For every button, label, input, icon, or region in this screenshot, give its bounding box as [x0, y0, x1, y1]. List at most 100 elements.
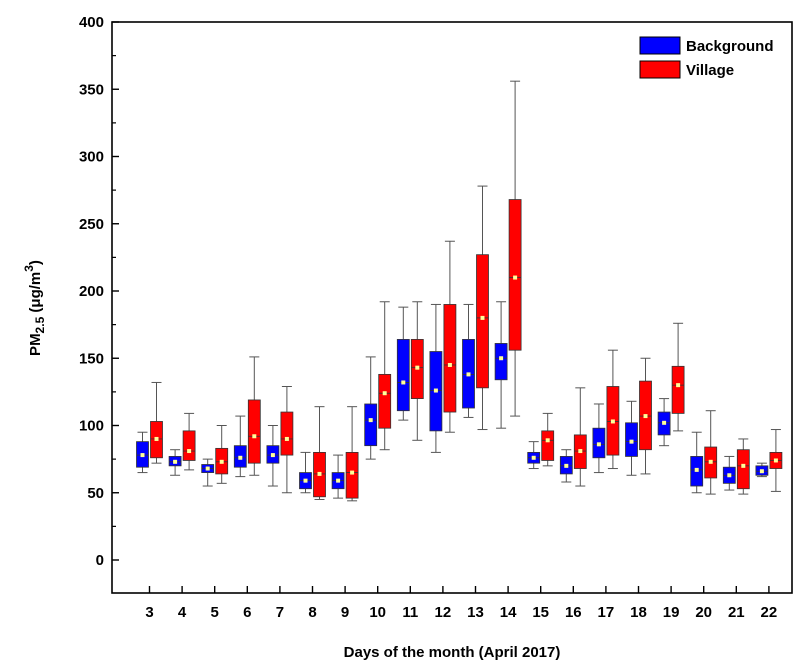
mean-marker: [727, 473, 732, 478]
box-village-8: [313, 406, 326, 500]
box-village-5: [215, 425, 229, 484]
mean-marker: [708, 459, 713, 464]
x-axis-title: Days of the month (April 2017): [344, 644, 561, 661]
y-tick-label: 350: [79, 81, 104, 98]
box-background-8: [299, 451, 312, 494]
mean-marker: [499, 356, 504, 361]
box-iqr: [396, 339, 410, 412]
x-tick-label: 13: [467, 604, 484, 621]
box-village-14: [508, 80, 522, 417]
box-village-4: [182, 412, 196, 471]
box-village-17: [606, 349, 620, 470]
x-tick-label: 20: [695, 604, 712, 621]
box-iqr: [541, 430, 555, 461]
plot-frame: [111, 21, 793, 594]
mean-marker: [741, 463, 746, 468]
x-tick-label: 18: [630, 604, 647, 621]
box-iqr: [378, 373, 392, 429]
box-background-17: [592, 403, 606, 474]
box-iqr: [625, 422, 638, 457]
y-axis-title-base: PM: [27, 333, 44, 356]
mean-marker: [368, 418, 373, 423]
box-village-3: [150, 381, 163, 464]
y-axis: 0 50 100 150 200 250 300 350 400: [79, 14, 119, 569]
x-tick-label: 21: [728, 604, 745, 621]
x-tick-label: 9: [341, 604, 349, 621]
box-village-18: [639, 357, 652, 475]
mean-marker: [531, 455, 536, 460]
x-tick-label: 17: [598, 604, 615, 621]
x-tick-label: 4: [178, 604, 187, 621]
y-tick-label: 150: [79, 350, 104, 367]
box-background-3: [136, 431, 149, 474]
x-tick-label: 14: [500, 604, 517, 621]
mean-marker: [173, 459, 178, 464]
x-tick-label: 11: [402, 604, 418, 621]
box-village-10: [378, 301, 392, 451]
x-tick-label: 3: [145, 604, 153, 621]
legend: Background Village: [639, 36, 774, 79]
mean-marker: [415, 365, 420, 370]
mean-marker: [238, 455, 243, 460]
mean-marker: [447, 362, 452, 367]
box-iqr: [364, 403, 378, 447]
y-tick-label: 50: [87, 485, 104, 502]
box-iqr: [443, 304, 457, 413]
mean-marker: [610, 419, 615, 424]
box-background-7: [266, 425, 280, 487]
mean-marker: [401, 380, 406, 385]
x-tick-label: 15: [532, 604, 549, 621]
box-background-5: [201, 458, 215, 487]
mean-marker: [317, 471, 322, 476]
mean-marker: [382, 391, 387, 396]
mean-marker: [187, 449, 192, 454]
x-tick-label: 10: [369, 604, 386, 621]
mean-marker: [140, 453, 145, 458]
mean-marker: [629, 439, 634, 444]
box-village-16: [573, 387, 587, 487]
y-axis-title: PM2.5 (μg/m3): [22, 260, 47, 356]
mean-marker: [596, 442, 601, 447]
box-background-21: [722, 455, 736, 491]
y-tick-label: 200: [79, 283, 104, 300]
mean-marker: [284, 436, 289, 441]
mean-marker: [513, 275, 518, 280]
box-iqr: [247, 399, 261, 464]
y-axis-title-units: (μg/m: [27, 272, 44, 317]
mean-marker: [336, 478, 341, 483]
box-village-15: [541, 412, 555, 467]
x-tick-label: 22: [761, 604, 778, 621]
x-tick-label: 16: [565, 604, 582, 621]
box-background-11: [396, 306, 410, 421]
box-village-9: [345, 406, 359, 502]
y-tick-label: 250: [79, 216, 104, 233]
box-village-20: [704, 410, 718, 495]
box-iqr: [508, 199, 522, 351]
legend-swatch-village: [639, 60, 681, 79]
box-background-13: [462, 303, 475, 418]
mean-marker: [466, 372, 471, 377]
legend-label-village: Village: [686, 62, 734, 79]
y-axis-title-sup: 3: [22, 265, 36, 272]
box-iqr: [476, 254, 489, 389]
y-tick-label: 0: [96, 552, 104, 569]
x-axis: 3 4 5 6 7 8 9 10 11 12 13 14 15 16 17 18 19 20 21 22: [145, 586, 777, 621]
box-village-11: [410, 301, 424, 441]
mean-marker: [205, 466, 210, 471]
box-iqr: [736, 449, 750, 490]
mean-marker: [662, 420, 667, 425]
box-village-12: [443, 240, 457, 433]
mean-marker: [643, 414, 648, 419]
box-background-4: [168, 449, 182, 476]
mean-marker: [545, 438, 550, 443]
box-background-19: [657, 398, 671, 447]
box-village-19: [671, 322, 685, 432]
box-iqr: [182, 430, 196, 461]
legend-swatch-background: [639, 36, 681, 55]
x-tick-label: 12: [435, 604, 452, 621]
box-background-22: [755, 462, 769, 478]
mean-marker: [270, 453, 275, 458]
mean-marker: [578, 449, 583, 454]
box-iqr: [280, 411, 294, 456]
